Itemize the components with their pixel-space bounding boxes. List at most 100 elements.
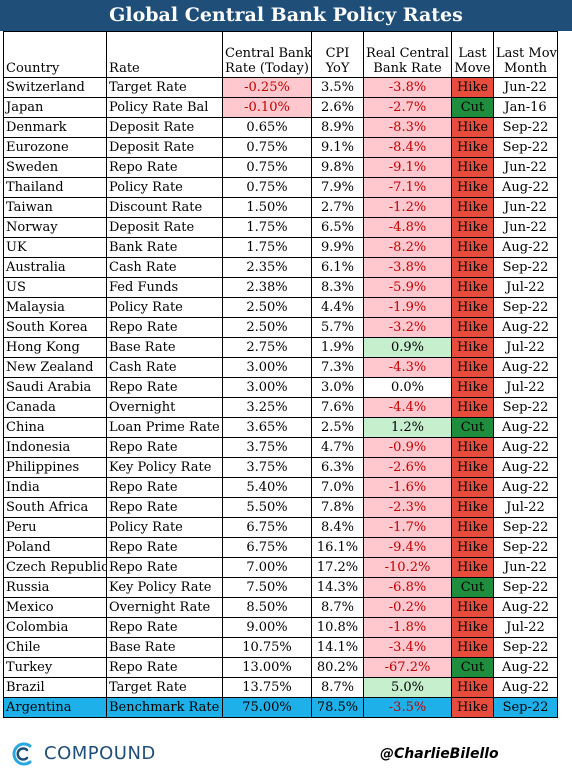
- table-row: Malaysia Policy Rate 2.50% 4.4% -1.9% Hike Sep…: [3, 297, 558, 318]
- cell-last-move: Hike: [451, 517, 494, 538]
- header-cpi-line1: CPI: [325, 46, 350, 61]
- cell-rate: Bank Rate: [106, 237, 223, 258]
- cell-real-rate: -10.2%: [363, 557, 452, 578]
- cell-real-rate: 1.2%: [363, 417, 452, 438]
- cell-cpi: 14.1%: [311, 637, 364, 658]
- cell-policy-rate: 13.00%: [222, 657, 312, 678]
- header-last-move-line2: Move: [454, 61, 491, 76]
- cell-cpi: 2.7%: [311, 197, 364, 218]
- cell-country: Czech Republic: [3, 557, 107, 578]
- cell-country: Peru: [3, 517, 107, 538]
- header-row: Country Rate Central Bank Rate (Today) CP…: [3, 31, 558, 78]
- cell-real-rate: -2.7%: [363, 97, 452, 118]
- cell-last-move-month: Aug-22: [493, 457, 558, 478]
- header-last-move-line1: Last: [458, 46, 487, 61]
- table-row: Poland Repo Rate 6.75% 16.1% -9.4% Hike Sep-22: [3, 537, 558, 558]
- cell-cpi: 7.6%: [311, 397, 364, 418]
- cell-cpi: 8.7%: [311, 597, 364, 618]
- table-row: India Repo Rate 5.40% 7.0% -1.6% Hike Aug-22: [3, 477, 558, 498]
- cell-last-move-month: Aug-22: [493, 237, 558, 258]
- cell-cpi: 80.2%: [311, 657, 364, 678]
- cell-cpi: 7.8%: [311, 497, 364, 518]
- cell-cpi: 8.7%: [311, 677, 364, 698]
- cell-country: Taiwan: [3, 197, 107, 218]
- cell-country: Switzerland: [3, 77, 107, 98]
- table-row: Turkey Repo Rate 13.00% 80.2% -67.2% Cut Aug-2…: [3, 657, 558, 678]
- cell-last-move-month: Jun-22: [493, 217, 558, 238]
- header-last-move: Last Move: [451, 31, 494, 78]
- cell-last-move: Hike: [451, 157, 494, 178]
- cell-rate: Policy Rate: [106, 517, 223, 538]
- header-last-move-month-line2: Month: [503, 61, 548, 76]
- cell-policy-rate: 13.75%: [222, 677, 312, 698]
- cell-policy-rate: 7.00%: [222, 557, 312, 578]
- cell-real-rate: -5.9%: [363, 277, 452, 298]
- cell-country: Saudi Arabia: [3, 377, 107, 398]
- cell-policy-rate: 1.75%: [222, 217, 312, 238]
- table-row: South Korea Repo Rate 2.50% 5.7% -3.2% Hike Au…: [3, 317, 558, 338]
- cell-real-rate: -3.5%: [363, 697, 452, 718]
- cell-rate: Base Rate: [106, 637, 223, 658]
- cell-last-move-month: Aug-22: [493, 317, 558, 338]
- cell-real-rate: -8.3%: [363, 117, 452, 138]
- cell-last-move-month: Aug-22: [493, 597, 558, 618]
- cell-last-move-month: Jun-22: [493, 77, 558, 98]
- cell-cpi: 9.9%: [311, 237, 364, 258]
- cell-real-rate: -3.8%: [363, 77, 452, 98]
- cell-last-move-month: Sep-22: [493, 257, 558, 278]
- table-row: China Loan Prime Rate 3.65% 2.5% 1.2% Cut Aug-…: [3, 417, 558, 438]
- cell-policy-rate: 2.50%: [222, 297, 312, 318]
- cell-rate: Fed Funds: [106, 277, 223, 298]
- cell-policy-rate: 1.50%: [222, 197, 312, 218]
- cell-rate: Target Rate: [106, 677, 223, 698]
- cell-real-rate: -1.2%: [363, 197, 452, 218]
- cell-cpi: 1.9%: [311, 337, 364, 358]
- table-row: Canada Overnight 3.25% 7.6% -4.4% Hike Sep-22: [3, 397, 558, 418]
- table-row: Philippines Key Policy Rate 3.75% 6.3% -2.6%…: [3, 457, 558, 478]
- cell-policy-rate: 5.40%: [222, 477, 312, 498]
- table-body: Switzerland Target Rate -0.25% 3.5% -3.8% Hik…: [3, 77, 558, 718]
- cell-last-move-month: Jun-22: [493, 557, 558, 578]
- cell-cpi: 7.3%: [311, 357, 364, 378]
- cell-policy-rate: 0.65%: [222, 117, 312, 138]
- cell-cpi: 6.1%: [311, 257, 364, 278]
- cell-country: Brazil: [3, 677, 107, 698]
- table-row: Argentina Benchmark Rate 75.00% 78.5% -3.5% H…: [3, 697, 558, 718]
- cell-policy-rate: 3.25%: [222, 397, 312, 418]
- cell-rate: Repo Rate: [106, 477, 223, 498]
- cell-policy-rate: 0.75%: [222, 177, 312, 198]
- cell-last-move: Hike: [451, 497, 494, 518]
- cell-last-move: Hike: [451, 477, 494, 498]
- cell-cpi: 3.5%: [311, 77, 364, 98]
- header-rate-label: Rate: [109, 61, 140, 76]
- header-policy-rate-line2: Rate (Today): [225, 61, 309, 76]
- cell-policy-rate: 3.00%: [222, 377, 312, 398]
- header-rate: Rate: [106, 31, 223, 78]
- cell-policy-rate: 9.00%: [222, 617, 312, 638]
- table-row: New Zealand Cash Rate 3.00% 7.3% -4.3% Hike Au…: [3, 357, 558, 378]
- cell-rate: Deposit Rate: [106, 137, 223, 158]
- cell-last-move-month: Sep-22: [493, 537, 558, 558]
- table-row: US Fed Funds 2.38% 8.3% -5.9% Hike Jul-22: [3, 277, 558, 298]
- cell-country: Sweden: [3, 157, 107, 178]
- table-row: Chile Base Rate 10.75% 14.1% -3.4% Hike Sep-22: [3, 637, 558, 658]
- header-cpi: CPI YoY: [311, 31, 364, 78]
- cell-last-move-month: Aug-22: [493, 677, 558, 698]
- table-row: Brazil Target Rate 13.75% 8.7% 5.0% Hike Aug-2…: [3, 677, 558, 698]
- cell-real-rate: -6.8%: [363, 577, 452, 598]
- cell-last-move: Cut: [451, 577, 494, 598]
- cell-policy-rate: 3.65%: [222, 417, 312, 438]
- cell-policy-rate: 6.75%: [222, 517, 312, 538]
- cell-last-move: Hike: [451, 277, 494, 298]
- cell-last-move-month: Aug-22: [493, 657, 558, 678]
- cell-cpi: 4.4%: [311, 297, 364, 318]
- cell-country: New Zealand: [3, 357, 107, 378]
- cell-policy-rate: 1.75%: [222, 237, 312, 258]
- header-policy-rate-line1: Central Bank: [225, 46, 312, 61]
- cell-policy-rate: 2.50%: [222, 317, 312, 338]
- cell-last-move-month: Aug-22: [493, 417, 558, 438]
- table-row: Peru Policy Rate 6.75% 8.4% -1.7% Hike Sep-22: [3, 517, 558, 538]
- cell-last-move-month: Jul-22: [493, 617, 558, 638]
- cell-last-move: Hike: [451, 637, 494, 658]
- cell-last-move: Hike: [451, 77, 494, 98]
